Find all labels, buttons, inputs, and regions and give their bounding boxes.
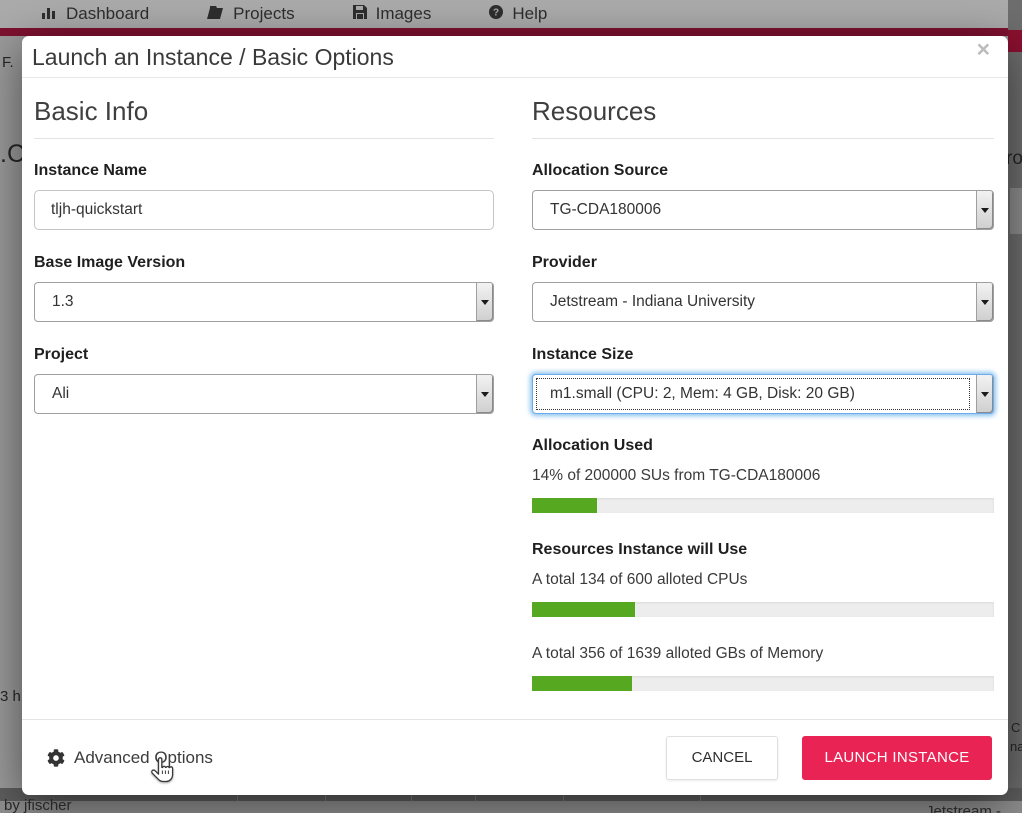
nav-item-dashboard[interactable]: Dashboard <box>42 4 149 28</box>
nav-label: Help <box>512 4 548 23</box>
instance-name-field-group: Instance Name <box>34 162 494 230</box>
chevron-down-icon <box>976 191 993 229</box>
progress-fill <box>532 498 597 513</box>
bg-text-fragment: .C <box>0 140 25 168</box>
background-footer-row <box>0 801 1022 813</box>
base-image-version-select[interactable]: 1.3 <box>34 282 494 322</box>
nav-item-images[interactable]: Images <box>352 4 432 28</box>
allocation-used-text: 14% of 200000 SUs from TG-CDA180006 <box>532 467 821 484</box>
background-right-box <box>1010 188 1022 234</box>
folder-icon <box>207 4 224 24</box>
background-right-accent <box>1008 30 1022 52</box>
bg-text-fragment: F. <box>2 54 14 71</box>
progress-fill <box>532 602 636 617</box>
background-right-band <box>1008 0 1022 813</box>
allocation-source-field-group: Allocation Source TG-CDA180006 <box>532 162 994 230</box>
instance-usage-heading: Resources Instance will Use <box>532 541 748 558</box>
selected-value: Jetstream - Indiana University <box>550 293 756 310</box>
nav-label: Dashboard <box>66 4 150 23</box>
instance-name-label: Instance Name <box>34 162 147 179</box>
instance-name-input[interactable] <box>34 190 494 230</box>
hand-cursor-icon <box>150 757 174 790</box>
allocation-source-select[interactable]: TG-CDA180006 <box>532 190 994 230</box>
floppy-icon <box>352 4 367 24</box>
launch-instance-button[interactable]: LAUNCH INSTANCE <box>802 735 992 780</box>
chevron-down-icon <box>976 375 993 413</box>
project-field-group: Project Ali <box>34 346 494 414</box>
nav-label: Projects <box>233 4 295 23</box>
accent-line <box>0 28 1022 36</box>
chevron-down-icon <box>476 283 493 321</box>
help-icon: ? <box>489 4 504 24</box>
instance-size-select[interactable]: m1.small (CPU: 2, Mem: 4 GB, Disk: 20 GB… <box>532 374 994 414</box>
svg-text:?: ? <box>493 8 499 19</box>
bg-byline: by jfischer <box>4 797 72 813</box>
gear-icon <box>47 748 65 767</box>
progress-fill <box>532 676 633 691</box>
instance-size-field-group: Instance Size m1.small (CPU: 2, Mem: 4 G… <box>532 346 994 414</box>
provider-label: Provider <box>532 254 597 271</box>
allocation-used-heading: Allocation Used <box>532 437 653 454</box>
chevron-down-icon <box>476 375 493 413</box>
cancel-button[interactable]: CANCEL <box>666 735 778 780</box>
close-icon[interactable]: × <box>976 36 990 62</box>
modal-title: Launch an Instance / Basic Options <box>32 44 394 70</box>
bg-text-fragment: ro <box>1006 148 1022 169</box>
resources-heading: Resources <box>532 96 994 139</box>
memory-usage-progressbar <box>532 676 994 691</box>
selected-value: m1.small (CPU: 2, Mem: 4 GB, Disk: 20 GB… <box>550 385 855 402</box>
allocation-used-progressbar <box>532 498 994 513</box>
advanced-options-button[interactable]: Advanced Options <box>47 748 213 768</box>
background-navbar: Dashboard Projects Images ? Help <box>0 0 1022 28</box>
modal-header: Launch an Instance / Basic Options × <box>22 36 1008 78</box>
launch-instance-modal: Launch an Instance / Basic Options × Bas… <box>22 36 1008 795</box>
instance-size-label: Instance Size <box>532 346 634 363</box>
memory-usage-text: A total 356 of 1639 alloted GBs of Memor… <box>532 645 824 662</box>
bar-chart-icon <box>42 4 57 24</box>
bg-provider-label: Jetstream - TACC <box>926 803 1002 813</box>
base-image-version-field-group: Base Image Version 1.3 <box>34 254 494 322</box>
project-select[interactable]: Ali <box>34 374 494 414</box>
selected-value: 1.3 <box>52 293 74 310</box>
nav-label: Images <box>375 4 432 23</box>
cpu-usage-text: A total 134 of 600 alloted CPUs <box>532 571 748 588</box>
bg-text-fragment: na <box>1010 739 1022 754</box>
nav-item-projects[interactable]: Projects <box>207 4 295 28</box>
modal-body: Basic Info Instance Name Base Image Vers… <box>22 78 1008 719</box>
chevron-down-icon <box>976 283 993 321</box>
project-label: Project <box>34 346 89 363</box>
selected-value: Ali <box>52 385 70 402</box>
cpu-usage-progressbar <box>532 602 994 617</box>
basic-info-heading: Basic Info <box>34 96 494 139</box>
selected-value: TG-CDA180006 <box>550 201 662 218</box>
bg-text-fragment: 3 h <box>0 688 21 705</box>
provider-field-group: Provider Jetstream - Indiana University <box>532 254 994 322</box>
bg-text-fragment: C <box>1011 720 1021 735</box>
resources-section: Resources Allocation Source TG-CDA180006… <box>532 96 994 719</box>
base-image-version-label: Base Image Version <box>34 254 186 271</box>
advanced-options-label: Advanced Options <box>74 747 213 767</box>
nav-item-help[interactable]: ? Help <box>489 4 547 28</box>
provider-select[interactable]: Jetstream - Indiana University <box>532 282 994 322</box>
modal-footer: Advanced Options CANCEL LAUNCH INSTANCE <box>22 719 1008 795</box>
basic-info-section: Basic Info Instance Name Base Image Vers… <box>34 96 494 719</box>
allocation-source-label: Allocation Source <box>532 162 669 179</box>
